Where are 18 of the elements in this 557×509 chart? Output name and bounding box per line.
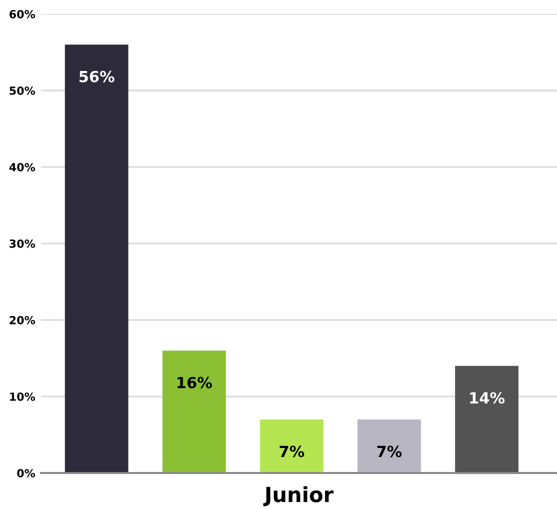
- y-tick-label: 50%: [10, 86, 36, 95]
- y-tick-label: 10%: [10, 392, 36, 401]
- data-label: 7%: [377, 446, 402, 458]
- data-label: 14%: [470, 392, 505, 404]
- y-tick-label: 20%: [10, 316, 36, 324]
- bar: [358, 419, 421, 473]
- y-tick-label: 60%: [10, 10, 36, 18]
- y-tick-label: 30%: [10, 239, 36, 248]
- bar: [260, 419, 324, 473]
- bar: [64, 44, 128, 473]
- data-label: 56%: [79, 70, 114, 82]
- data-label: 7%: [280, 446, 304, 458]
- bar: [455, 366, 518, 473]
- y-tick-label: 0%: [17, 468, 36, 478]
- x-axis-title: Junior: [263, 486, 334, 506]
- bar: [162, 350, 226, 473]
- data-label: 16%: [178, 376, 212, 388]
- y-tick-label: 40%: [9, 162, 36, 172]
